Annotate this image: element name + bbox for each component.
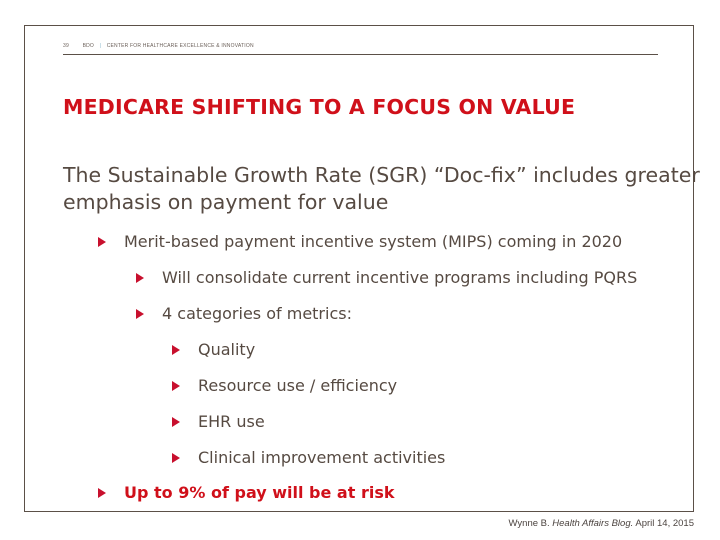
bullet-text: Resource use / efficiency (198, 376, 398, 395)
bullet-text: 4 categories of metrics: (162, 304, 352, 323)
intro-text: The Sustainable Growth Rate (SGR) “Doc-f… (63, 163, 700, 214)
bullet-item: Quality (172, 340, 255, 359)
bullet-item: Will consolidate current incentive progr… (136, 268, 637, 287)
slide-title: MEDICARE SHIFTING TO A FOCUS ON VALUE (63, 95, 576, 119)
section-name: CENTER FOR HEALTHCARE EXCELLENCE & INNOV… (106, 43, 254, 49)
bullet-item: Merit-based payment incentive system (MI… (98, 232, 622, 251)
bullet-triangle-icon (172, 416, 180, 427)
bullet-triangle-icon (136, 272, 144, 283)
bullet-item: EHR use (172, 412, 265, 431)
bullet-text: Will consolidate current incentive progr… (162, 268, 638, 287)
bullet-triangle-icon (98, 487, 106, 498)
citation-author: Wynne B. (508, 518, 550, 529)
citation-date: April 14, 2015 (635, 518, 694, 529)
bullet-item: 4 categories of metrics: (136, 304, 352, 323)
bullet-triangle-icon (172, 380, 180, 391)
bullet-text: Merit-based payment incentive system (MI… (124, 232, 623, 251)
slide-frame (24, 25, 694, 512)
bullet-item: Resource use / efficiency (172, 376, 397, 395)
bullet-text: Up to 9% of pay will be at risk (124, 483, 395, 502)
slide-header: 39 BDO | CENTER FOR HEALTHCARE EXCELLENC… (63, 43, 254, 49)
header-separator: | (99, 43, 102, 49)
bullet-item-emphasis: Up to 9% of pay will be at risk (98, 483, 394, 502)
page-number: 39 (63, 43, 69, 49)
bullet-item: Clinical improvement activities (172, 448, 445, 467)
bullet-triangle-icon (98, 236, 106, 247)
citation-source: Health Affairs Blog. (552, 518, 634, 529)
bullet-text: EHR use (198, 412, 265, 431)
citation: Wynne B. Health Affairs Blog. April 14, … (509, 518, 694, 529)
bullet-text: Quality (198, 340, 256, 359)
bullet-triangle-icon (172, 344, 180, 355)
bullet-triangle-icon (172, 452, 180, 463)
bullet-text: Clinical improvement activities (198, 448, 446, 467)
header-divider (63, 54, 658, 55)
brand-name: BDO (82, 43, 94, 49)
bullet-triangle-icon (136, 308, 144, 319)
